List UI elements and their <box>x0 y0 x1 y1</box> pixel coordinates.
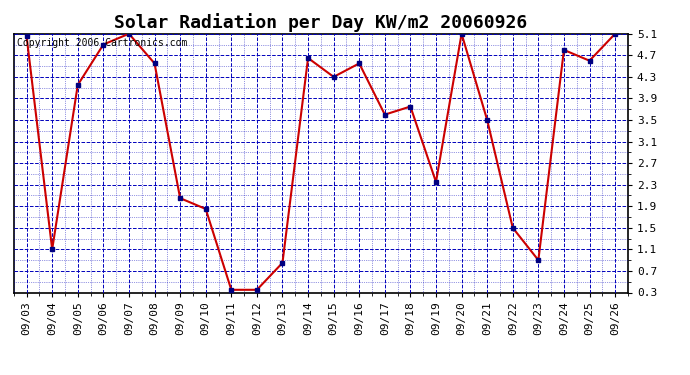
Text: Copyright 2006 Cartronics.com: Copyright 2006 Cartronics.com <box>17 38 187 48</box>
Title: Solar Radiation per Day KW/m2 20060926: Solar Radiation per Day KW/m2 20060926 <box>115 13 527 32</box>
